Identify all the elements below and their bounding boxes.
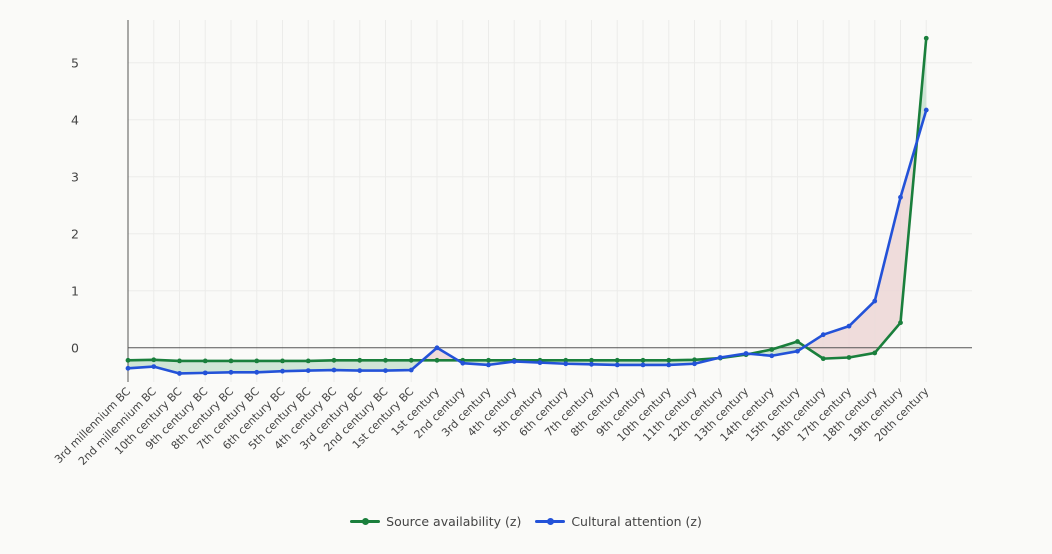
- data-point: [280, 358, 285, 364]
- fill-area: [153, 359, 180, 374]
- data-point: [537, 360, 543, 366]
- fill-area: [231, 360, 257, 373]
- legend-item-cultural-attention[interactable]: Cultural attention (z): [535, 514, 702, 529]
- fill-between-areas: [128, 38, 927, 374]
- data-point: [305, 358, 311, 364]
- data-point: [434, 345, 440, 351]
- data-point: [846, 323, 852, 329]
- series-line-0: [127, 38, 928, 363]
- data-point: [357, 368, 363, 373]
- data-point: [666, 362, 672, 368]
- data-point: [769, 353, 775, 359]
- fill-area: [308, 360, 334, 371]
- data-point: [151, 364, 157, 370]
- data-point: [898, 194, 903, 200]
- fill-area: [256, 360, 283, 373]
- legend-label-cultural-attention: Cultural attention (z): [571, 514, 702, 529]
- data-point: [795, 339, 800, 344]
- fill-area: [385, 360, 412, 371]
- axes: [127, 20, 972, 382]
- data-point: [254, 369, 260, 375]
- data-point: [614, 357, 620, 363]
- data-point: [305, 368, 311, 373]
- data-point: [486, 362, 491, 368]
- data-point: [511, 359, 517, 364]
- data-point: [408, 357, 414, 363]
- data-point: [614, 362, 620, 368]
- data-point: [383, 368, 388, 373]
- legend: Source availability (z) Cultural attenti…: [0, 514, 1052, 529]
- data-point: [717, 355, 723, 360]
- data-point: [357, 357, 363, 363]
- data-point: [280, 368, 285, 374]
- legend-swatch-cultural-attention: [535, 518, 566, 525]
- data-point: [331, 367, 337, 373]
- data-point: [434, 357, 440, 363]
- legend-label-source-availability: Source availability (z): [386, 514, 522, 529]
- fill-area: [804, 334, 824, 359]
- data-point: [872, 298, 878, 304]
- y-tick-label: 1: [71, 283, 79, 298]
- fill-area: [334, 360, 360, 371]
- data-point: [923, 35, 929, 41]
- data-point: [923, 107, 929, 113]
- data-point: [125, 365, 131, 371]
- fill-area: [359, 360, 386, 371]
- data-point: [640, 362, 646, 368]
- data-point: [125, 357, 131, 363]
- y-tick-label: 2: [71, 226, 79, 241]
- data-point: [177, 371, 182, 376]
- data-point: [383, 357, 388, 363]
- y-tick-label: 0: [71, 340, 79, 355]
- data-point: [408, 367, 414, 373]
- legend-swatch-source-availability: [350, 518, 381, 525]
- data-point: [563, 357, 569, 363]
- series-line-1: [127, 109, 928, 375]
- series-lines: [125, 35, 929, 376]
- data-point: [820, 356, 826, 362]
- data-point: [820, 332, 826, 338]
- data-point: [872, 350, 878, 356]
- data-point: [666, 357, 672, 363]
- data-point: [331, 357, 337, 363]
- y-tick-label: 5: [71, 55, 79, 70]
- data-point: [486, 357, 491, 363]
- data-point: [692, 361, 697, 367]
- data-point: [898, 320, 903, 326]
- data-point: [589, 361, 594, 367]
- data-point: [202, 370, 208, 376]
- data-point: [769, 347, 775, 352]
- data-point: [228, 358, 234, 364]
- data-point: [795, 348, 800, 354]
- fill-area: [205, 360, 231, 373]
- data-point: [589, 357, 594, 363]
- fill-area: [823, 326, 849, 359]
- data-point: [254, 358, 260, 364]
- y-tick-label: 4: [71, 112, 79, 127]
- fill-area: [179, 360, 206, 374]
- data-point: [846, 355, 852, 360]
- data-point: [202, 358, 208, 364]
- data-point: [640, 357, 646, 363]
- grid: [127, 20, 972, 382]
- y-tick-label: 3: [71, 169, 79, 184]
- data-point: [177, 358, 182, 364]
- y-tick-labels: 0 1 2 3 4 5: [71, 55, 79, 355]
- data-point: [743, 351, 749, 356]
- fill-area: [849, 301, 875, 358]
- data-point: [460, 360, 466, 366]
- legend-item-source-availability[interactable]: Source availability (z): [350, 514, 521, 529]
- data-point: [151, 357, 157, 363]
- fill-area: [282, 360, 309, 372]
- data-point: [228, 369, 234, 375]
- data-point: [692, 357, 697, 363]
- fill-area: [874, 197, 901, 353]
- data-point: [563, 361, 569, 367]
